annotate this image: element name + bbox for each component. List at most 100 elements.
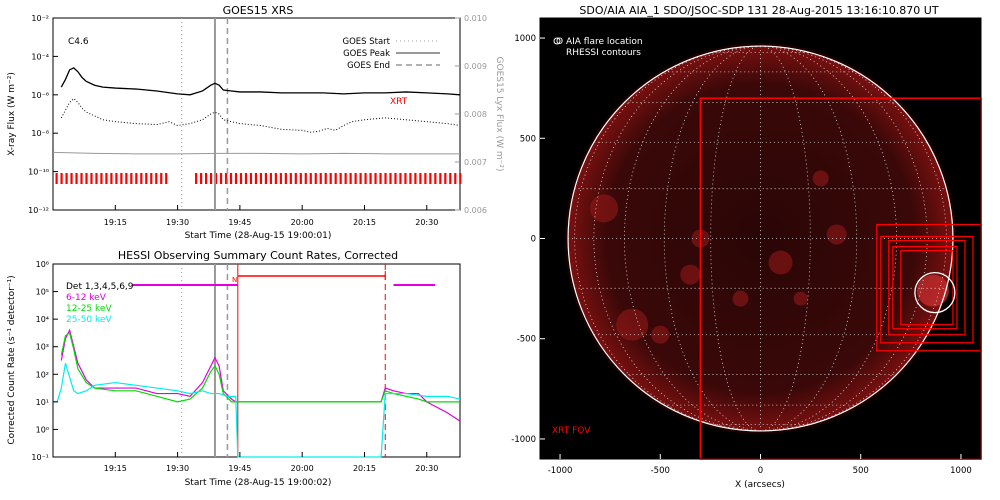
xrt-coverage-bar [214, 173, 218, 184]
aia-ytick-label: 500 [520, 134, 536, 144]
hessi-panel: HESSI Observing Summary Count Rates, Cor… [7, 249, 461, 488]
hessi-ytick-label: 10⁻¹ [31, 453, 49, 462]
goes-xlabel: Start Time (28-Aug-15 19:00:01) [185, 231, 332, 241]
hessi-series-12-25-keV [60, 331, 460, 403]
hessi-legend-12-25: 12-25 keV [66, 304, 112, 314]
goes-xrs-panel: GOES15 XRS 10⁻¹² 10⁻¹⁰ 10⁻⁸ 10⁻⁶ 10⁻⁴ 10⁻² 0.… [7, 4, 504, 241]
goes-title: GOES15 XRS [223, 4, 294, 17]
xrt-coverage-bar [150, 173, 153, 184]
xrt-coverage-bar [259, 173, 263, 184]
aia-xrt-fov-label: XRT FOV [552, 426, 591, 436]
xrt-coverage-bar [209, 173, 213, 184]
goes-ytick-label: 10⁻⁶ [31, 91, 49, 100]
xrt-coverage-bar [334, 173, 337, 184]
goes-series-short [60, 97, 461, 133]
xrt-coverage-bar [394, 173, 397, 184]
aia-active-region [680, 264, 701, 285]
hessi-n-label: N [232, 276, 237, 284]
goes-xtick-label: 20:15 [353, 218, 376, 227]
xrt-coverage-bar [459, 173, 462, 184]
goes-y2tick-label: 0.008 [464, 110, 487, 119]
goes-xtick-label: 19:30 [166, 218, 189, 227]
aia-xtick-label: 1000 [950, 466, 972, 476]
xrt-coverage-bar [274, 173, 277, 184]
goes-ytick-label: 10⁻⁸ [31, 129, 49, 138]
aia-active-region [793, 291, 808, 306]
xrt-coverage-bar [224, 173, 228, 184]
xrt-coverage-bar [165, 173, 168, 184]
aia-title: SDO/AIA AIA_1 SDO/JSOC-SDP 131 28-Aug-20… [579, 4, 938, 17]
xrt-coverage-bar [284, 173, 287, 184]
hessi-x-axis: 19:15 19:30 19:45 20:00 20:15 20:30 [104, 452, 438, 473]
xrt-coverage-bar [130, 173, 133, 184]
xrt-coverage-bar [364, 173, 367, 184]
goes-xrt-label: XRT [390, 97, 408, 107]
goes-ylabel: X-ray Flux (W m⁻²) [7, 72, 17, 156]
xrt-coverage-bar [339, 173, 342, 184]
xrt-coverage-bar [80, 173, 83, 184]
xrt-coverage-bar [140, 173, 143, 184]
goes-y2tick-label: 0.006 [464, 206, 487, 215]
xrt-coverage-bar [404, 173, 407, 184]
goes-annotation: C4.6 [68, 37, 89, 47]
xrt-coverage-bar [379, 173, 382, 184]
xrt-coverage-bar [424, 173, 427, 184]
hessi-xtick-label: 19:30 [166, 464, 189, 473]
goes-legend: GOES Start GOES Peak GOES End [342, 37, 440, 71]
aia-rhessi-box [892, 245, 958, 330]
xrt-coverage-bar [254, 173, 258, 184]
xrt-coverage-bar [414, 173, 417, 184]
xrt-coverage-bar [100, 173, 103, 184]
xrt-coverage-bar [449, 173, 452, 184]
goes-x-axis: 19:15 19:30 19:45 20:00 20:15 20:30 [104, 205, 438, 227]
xrt-coverage-bar [219, 173, 223, 184]
xrt-coverage-bar [389, 173, 392, 184]
aia-rhessi-box [900, 249, 954, 326]
aia-flare-region [916, 274, 949, 307]
xrt-coverage-bar [145, 173, 148, 184]
hessi-series-25-50-keV [53, 363, 461, 458]
xrt-coverage-bar [160, 173, 163, 184]
goes-xtick-label: 20:00 [291, 218, 314, 227]
hessi-xtick-label: 20:30 [415, 464, 438, 473]
hessi-ylabel: Corrected Count Rate (s⁻¹ detector⁻¹) [7, 275, 17, 444]
hessi-ytick-label: 10⁰ [36, 425, 49, 434]
hessi-ytick-label: 10¹ [36, 398, 49, 407]
hessi-series-6-12-keV [60, 328, 461, 422]
xrt-coverage-bar [229, 173, 233, 184]
aia-active-region [732, 290, 749, 307]
aia-active-region [768, 250, 793, 275]
goes-series-long [60, 67, 461, 96]
goes-xtick-label: 20:30 [415, 218, 438, 227]
goes-y2tick-label: 0.010 [464, 14, 487, 23]
aia-xtick-label: -500 [651, 466, 670, 476]
aia-active-region [590, 194, 619, 223]
xrt-coverage-bar [195, 173, 198, 184]
xrt-coverage-bar [115, 173, 118, 184]
aia-xtick-label: -1000 [548, 466, 573, 476]
hessi-ytick-label: 10⁴ [36, 315, 49, 324]
xrt-coverage-bar [75, 173, 78, 184]
xrt-coverage-bar [60, 173, 63, 184]
aia-grid-longitude [710, 45, 761, 432]
aia-rhessi-box [888, 239, 966, 336]
aia-plot-area [553, 37, 982, 460]
hessi-ytick-label: 10⁵ [36, 288, 49, 297]
xrt-coverage-bar [249, 173, 253, 184]
xrt-coverage-bar [324, 173, 327, 184]
aia-xlabel: X (arcsecs) [735, 480, 785, 490]
legend-goes-start-label: GOES Start [342, 37, 390, 47]
aia-active-region [651, 325, 670, 344]
xrt-coverage-bar [264, 173, 268, 184]
xrt-coverage-bar [90, 173, 93, 184]
aia-grid-longitude [760, 45, 897, 432]
aia-grid-longitude [624, 45, 761, 432]
goes-y2tick-label: 0.009 [464, 62, 487, 71]
goes-y-axis: 10⁻¹² 10⁻¹⁰ 10⁻⁸ 10⁻⁶ 10⁻⁴ 10⁻² [28, 14, 58, 215]
aia-legend-rhessi: RHESSI contours [566, 48, 641, 58]
aia-ytick-label: -500 [517, 335, 536, 345]
hessi-xtick-label: 19:15 [104, 464, 127, 473]
hessi-legend-title: Det 1,3,4,5,6,9 [66, 282, 134, 292]
xrt-coverage-bar [454, 173, 457, 184]
xrt-coverage-bar [359, 173, 362, 184]
